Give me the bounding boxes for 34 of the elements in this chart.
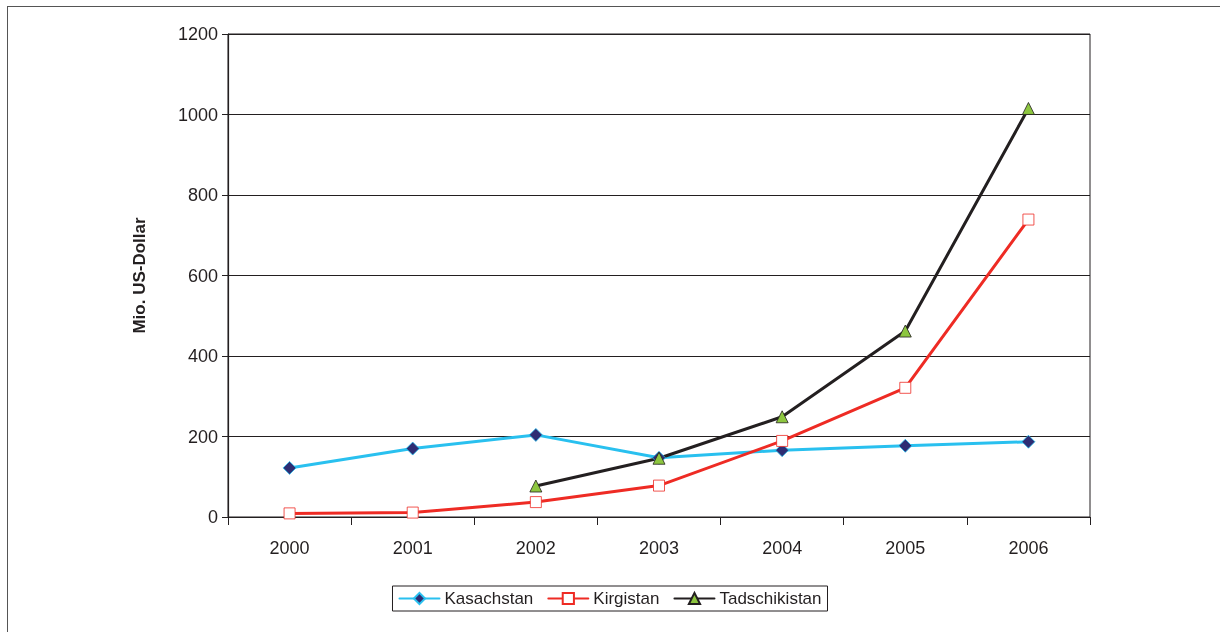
point <box>529 496 542 509</box>
point <box>1021 434 1036 449</box>
y-tick-label: 400 <box>187 346 218 366</box>
y-tick-label: 800 <box>187 185 218 205</box>
point <box>1022 213 1035 226</box>
point <box>898 324 912 338</box>
x-tick-label: 2003 <box>638 538 680 558</box>
y-tick-label: 200 <box>187 426 218 447</box>
y-tick-label: 1000 <box>177 104 218 125</box>
point <box>898 438 913 453</box>
y-tick-label: 600 <box>187 265 218 286</box>
x-tick-label: 2006 <box>1008 538 1049 558</box>
point <box>406 506 419 519</box>
y-tick-label: 1200 <box>177 24 218 44</box>
point <box>776 435 789 447</box>
x-tick-label: 2001 <box>392 538 433 558</box>
point <box>899 381 912 394</box>
legend-label: Kasachstan <box>444 589 534 608</box>
point <box>653 479 665 492</box>
point <box>528 427 543 442</box>
x-tick-label: 2000 <box>269 538 310 558</box>
point <box>283 507 296 520</box>
legend-label: Kirgistan <box>593 589 660 608</box>
point <box>1022 102 1035 115</box>
y-axis-title: Mio. US-Dollar <box>130 217 149 334</box>
point <box>282 460 297 475</box>
x-tick-label: 2002 <box>515 538 556 558</box>
point <box>529 479 543 493</box>
y-tick-label: 0 <box>207 507 218 527</box>
x-tick-label: 2004 <box>762 538 803 558</box>
x-tick-label: 2005 <box>885 538 926 558</box>
point <box>775 410 789 424</box>
legend-label: Tadschikistan <box>719 589 822 608</box>
point <box>405 441 420 456</box>
